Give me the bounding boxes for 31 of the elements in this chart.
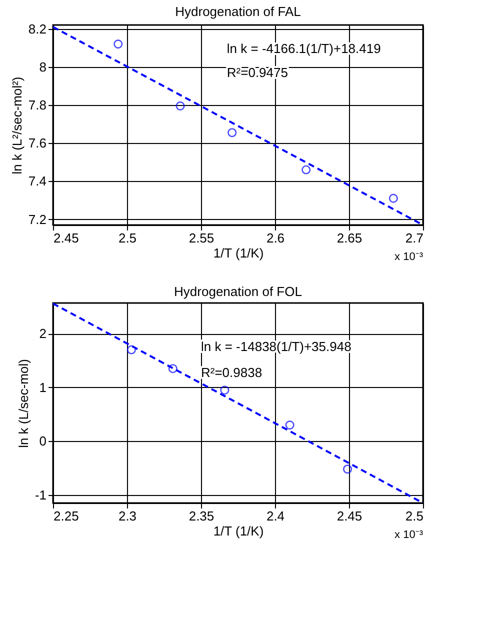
x-tick-label: 2.35 [188,508,214,524]
chart-title: Hydrogenation of FAL [175,4,301,19]
x-axis-title: 1/T (1/K) [213,524,264,538]
y-tick-label: 7.6 [28,136,46,151]
y-tick-label: 0 [39,434,46,449]
y-tick-label: 8 [39,59,46,74]
y-tick-label: 7.2 [28,212,46,227]
text: x 10⁻³ [394,251,424,263]
y-tick-label: 7.4 [28,174,46,189]
y-tick-label: 2 [39,326,46,342]
y-axis-title: ln k (L/sec-mol) [16,359,31,448]
x-tick-label: 2.45 [336,508,362,524]
x-tick-label: 2.6 [266,230,285,246]
y-tick-label: 8.2 [28,21,46,36]
y-tick-label: -1 [34,487,46,502]
x-tick-label: 2.7 [405,230,424,246]
x-axis-title: 1/T (1/K) [213,246,264,260]
annotation: R²=0.9838 [201,365,262,380]
x-tick-label: 2.3 [118,508,137,524]
x-tick-label: 2.5 [405,508,424,524]
x-tick-label: 2.55 [188,230,214,246]
y-tick-label: 1 [39,380,46,395]
text: x 10⁻³ [394,529,424,541]
chart-title: Hydrogenation of FOL [174,284,302,299]
y-axis-title: ln k (L²/sec-mol²) [9,76,24,174]
x-tick-label: 2.25 [54,508,79,524]
x-tick-label: 2.5 [118,230,137,246]
x-tick-label: 2.45 [54,230,79,246]
x-tick-label: 2.65 [336,230,362,246]
y-tick-label: 7.8 [28,98,46,112]
x-tick-label: 2.4 [266,508,285,524]
